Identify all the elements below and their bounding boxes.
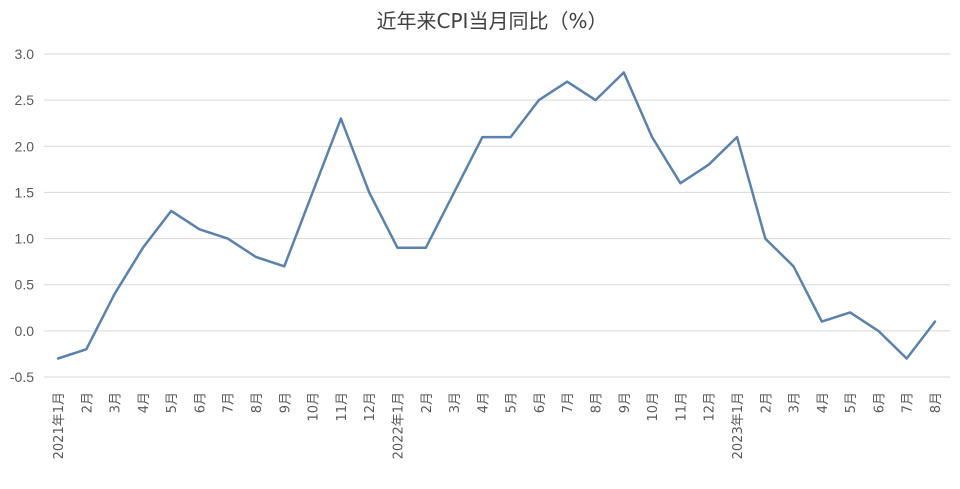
- x-tick-label: 7月: [561, 392, 576, 413]
- x-tick-label: 6月: [533, 392, 548, 413]
- x-tick-label: 2月: [80, 392, 95, 413]
- x-tick-label: 5月: [165, 392, 180, 413]
- x-tick-label: 2月: [420, 392, 435, 413]
- series-layer: [56, 71, 937, 360]
- x-tick-label: 10月: [646, 392, 661, 422]
- x-tick-label: 2022年1月: [391, 392, 406, 459]
- y-tick-label: 3.0: [15, 46, 35, 62]
- x-tick-label: 11月: [674, 392, 689, 422]
- gridlines: [44, 53, 950, 378]
- x-tick-label: 6月: [872, 392, 887, 413]
- x-tick-label: 10月: [307, 392, 322, 422]
- x-tick-label: 12月: [703, 392, 718, 422]
- x-tick-label: 2023年1月: [731, 392, 746, 459]
- x-tick-label: 5月: [844, 392, 859, 413]
- y-tick-label: 0.0: [15, 323, 35, 339]
- x-tick-label: 9月: [618, 392, 633, 413]
- x-tick-label: 8月: [929, 392, 944, 413]
- x-tick-label: 2月: [759, 392, 774, 413]
- x-tick-label: 8月: [590, 392, 605, 413]
- x-tick-label: 7月: [901, 392, 916, 413]
- y-tick-label: -0.5: [10, 369, 34, 385]
- x-tick-label: 6月: [193, 392, 208, 413]
- x-tick-label: 3月: [448, 392, 463, 413]
- x-axis-ticks: 2021年1月 2月 3月 4月 5月 6月 7月 8月 9月 10月 11月 12月 2022年1月 2…: [52, 392, 944, 459]
- y-tick-label: 2.5: [15, 92, 35, 108]
- x-tick-label: 2021年1月: [52, 392, 67, 459]
- x-tick-label: 12月: [363, 392, 378, 422]
- x-tick-label: 9月: [278, 392, 293, 413]
- x-tick-label: 3月: [109, 392, 124, 413]
- chart-title: 近年来CPI当月同比（%）: [377, 9, 608, 33]
- x-tick-label: 11月: [335, 392, 350, 422]
- y-axis-ticks: 3.0 2.5 2.0 1.5 1.0 0.5 0.0 -0.5: [10, 46, 34, 385]
- y-tick-label: 0.5: [15, 277, 35, 293]
- x-tick-label: 4月: [476, 392, 491, 413]
- cpi-series-line: [56, 71, 937, 360]
- y-tick-label: 2.0: [15, 138, 35, 154]
- y-tick-label: 1.0: [15, 231, 35, 247]
- x-tick-label: 7月: [222, 392, 237, 413]
- x-tick-label: 5月: [505, 392, 520, 413]
- y-tick-label: 1.5: [15, 184, 35, 200]
- x-tick-label: 8月: [250, 392, 265, 413]
- x-tick-label: 4月: [816, 392, 831, 413]
- x-tick-label: 3月: [788, 392, 803, 413]
- x-tick-label: 4月: [137, 392, 152, 413]
